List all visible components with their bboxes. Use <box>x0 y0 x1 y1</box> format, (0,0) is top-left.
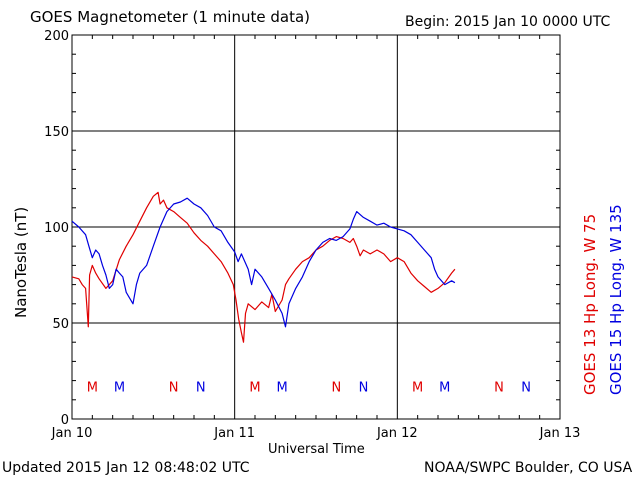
x-tick-label: Jan 11 <box>213 426 255 441</box>
marker-m: M <box>412 380 423 395</box>
x-tick-label: Jan 13 <box>539 426 581 441</box>
marker-m: M <box>249 380 260 395</box>
y-axis-label: NanoTesla (nT) <box>12 206 30 318</box>
updated-timestamp: Updated 2015 Jan 12 08:48:02 UTC <box>2 460 250 476</box>
marker-n: N <box>494 380 504 395</box>
legend-goes15: GOES 15 Hp Long. W 135 <box>607 204 625 395</box>
begin-time: Begin: 2015 Jan 10 0000 UTC <box>405 14 611 30</box>
y-tick-label: 100 <box>44 221 69 236</box>
x-axis-label: Universal Time <box>268 442 365 457</box>
marker-m: M <box>439 380 450 395</box>
source-credit: NOAA/SWPC Boulder, CO USA <box>424 460 633 476</box>
marker-n: N <box>521 380 531 395</box>
marker-m: M <box>114 380 125 395</box>
x-tick-label: Jan 10 <box>51 426 93 441</box>
series-goes15-line <box>71 197 456 328</box>
marker-m: M <box>87 380 98 395</box>
y-tick-label: 0 <box>61 413 69 428</box>
y-tick-label: 200 <box>44 29 69 44</box>
x-tick-label: Jan 12 <box>376 426 418 441</box>
marker-n: N <box>169 380 179 395</box>
chart-title: GOES Magnetometer (1 minute data) <box>30 8 311 26</box>
marker-m: M <box>277 380 288 395</box>
y-tick-label: 50 <box>52 317 69 332</box>
marker-n: N <box>196 380 206 395</box>
marker-n: N <box>331 380 341 395</box>
y-tick-label: 150 <box>44 125 69 140</box>
legend-goes13: GOES 13 Hp Long. W 75 <box>581 213 599 395</box>
series-goes13-line <box>71 191 456 343</box>
marker-n: N <box>359 380 369 395</box>
